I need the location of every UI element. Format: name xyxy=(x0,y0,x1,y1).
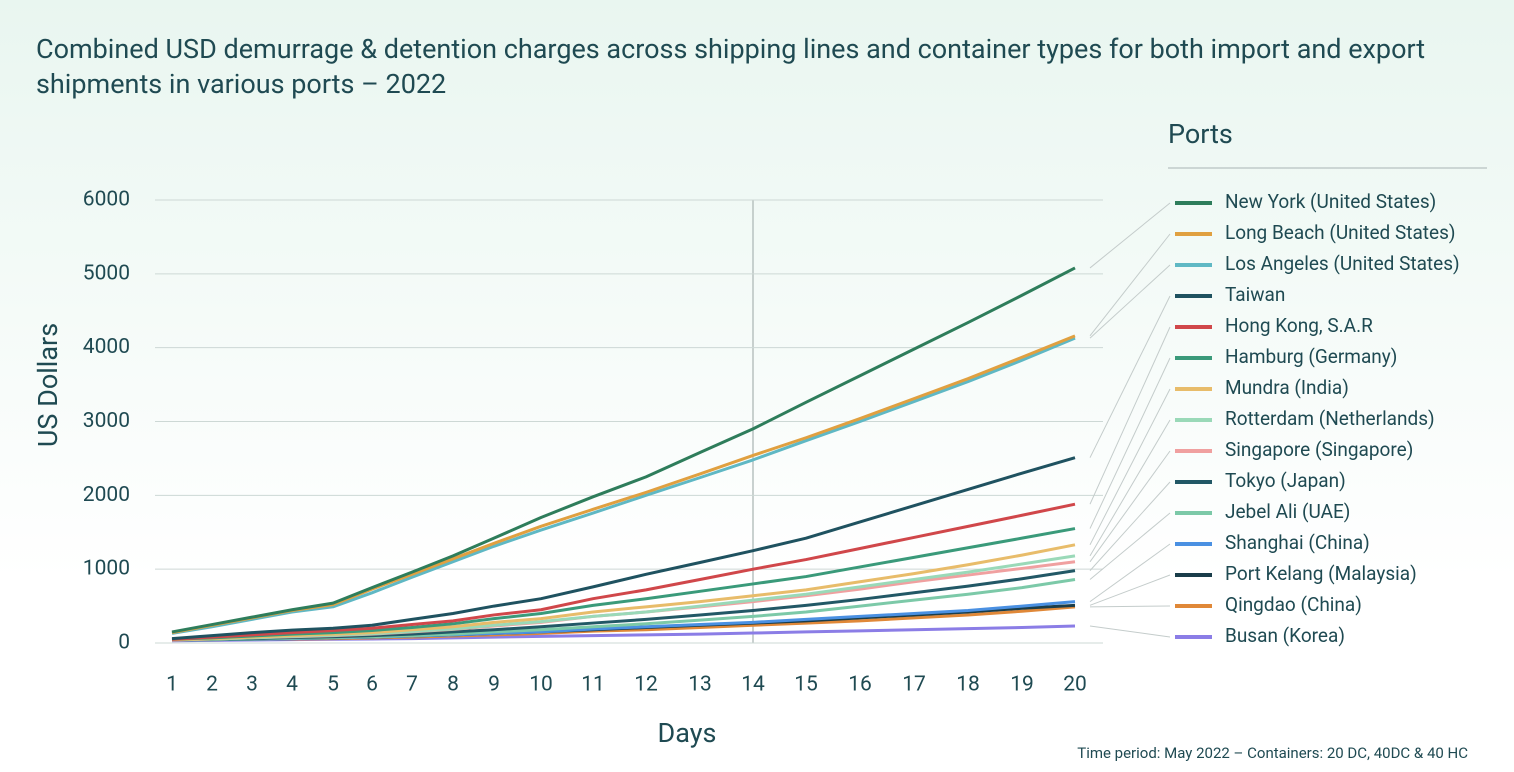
leader-line xyxy=(1089,512,1171,580)
legend-label: Port Kelang (Malaysia) xyxy=(1225,562,1417,585)
y-tick-label: 3000 xyxy=(83,409,130,433)
legend-label: Busan (Korea) xyxy=(1225,624,1345,647)
leader-line xyxy=(1089,326,1171,505)
y-tick-label: 4000 xyxy=(83,335,130,359)
leader-line xyxy=(1089,264,1171,339)
x-tick-label: 18 xyxy=(956,673,980,697)
x-tick-label: 1 xyxy=(166,673,178,697)
series-line xyxy=(171,336,1076,635)
leader-line xyxy=(1089,543,1171,603)
legend-label: Hamburg (Germany) xyxy=(1225,345,1397,368)
x-tick-label: 7 xyxy=(406,673,418,697)
leader-line xyxy=(1089,357,1171,529)
x-tick-label: 8 xyxy=(447,673,459,697)
y-axis-label: US Dollars xyxy=(32,323,64,447)
y-tick-label: 2000 xyxy=(83,483,130,507)
x-tick-label: 12 xyxy=(634,673,658,697)
series-line xyxy=(171,266,1076,634)
legend-label: Long Beach (United States) xyxy=(1225,221,1456,244)
legend-label: Rotterdam (Netherlands) xyxy=(1225,407,1435,430)
legend-label: Los Angeles (United States) xyxy=(1225,252,1460,275)
leader-line xyxy=(1089,574,1171,606)
x-tick-label: 2 xyxy=(206,673,218,697)
legend-label: Mundra (India) xyxy=(1225,376,1349,399)
y-tick-label: 0 xyxy=(118,631,130,655)
leader-line xyxy=(1089,605,1171,608)
x-tick-label: 9 xyxy=(488,673,500,697)
x-tick-label: 4 xyxy=(286,673,298,697)
leader-line xyxy=(1089,419,1171,557)
footnote: Time period: May 2022 – Containers: 20 D… xyxy=(1077,744,1468,762)
legend-label: Taiwan xyxy=(1225,283,1285,306)
x-tick-label: 5 xyxy=(327,673,339,697)
legend-label: Shanghai (China) xyxy=(1225,531,1370,554)
x-tick-label: 20 xyxy=(1063,673,1087,697)
leader-line xyxy=(1089,450,1171,563)
leader-line xyxy=(1089,625,1171,638)
leader-line xyxy=(1089,388,1171,546)
x-tick-label: 11 xyxy=(581,673,605,697)
x-tick-label: 14 xyxy=(741,673,765,697)
legend-label: Tokyo (Japan) xyxy=(1225,469,1346,492)
x-tick-label: 6 xyxy=(366,673,378,697)
legend-title: Ports xyxy=(1168,118,1233,150)
x-tick-label: 10 xyxy=(529,673,553,697)
series-line xyxy=(171,456,1076,641)
y-tick-label: 5000 xyxy=(83,261,130,285)
legend-label: New York (United States) xyxy=(1225,190,1436,213)
x-tick-label: 19 xyxy=(1010,673,1034,697)
legend-label: Qingdao (China) xyxy=(1225,593,1362,616)
series-line xyxy=(171,502,1076,641)
x-tick-label: 3 xyxy=(246,673,258,697)
legend-label: Hong Kong, S.A.R xyxy=(1225,314,1373,337)
leader-line xyxy=(1089,233,1171,337)
leader-line xyxy=(1089,481,1171,571)
x-tick-label: 16 xyxy=(848,673,872,697)
x-tick-label: 17 xyxy=(902,673,926,697)
leader-line xyxy=(1089,202,1171,269)
x-tick-label: 13 xyxy=(688,673,712,697)
legend-label: Singapore (Singapore) xyxy=(1225,438,1413,461)
y-tick-label: 1000 xyxy=(83,557,130,581)
legend-label: Jebel Ali (UAE) xyxy=(1225,500,1350,523)
leader-line xyxy=(1089,295,1171,458)
series-line xyxy=(171,527,1076,641)
x-axis-label: Days xyxy=(658,717,717,749)
y-tick-label: 6000 xyxy=(83,188,130,212)
chart-title: Combined USD demurrage & detention charg… xyxy=(36,33,1426,100)
x-tick-label: 15 xyxy=(794,673,818,697)
